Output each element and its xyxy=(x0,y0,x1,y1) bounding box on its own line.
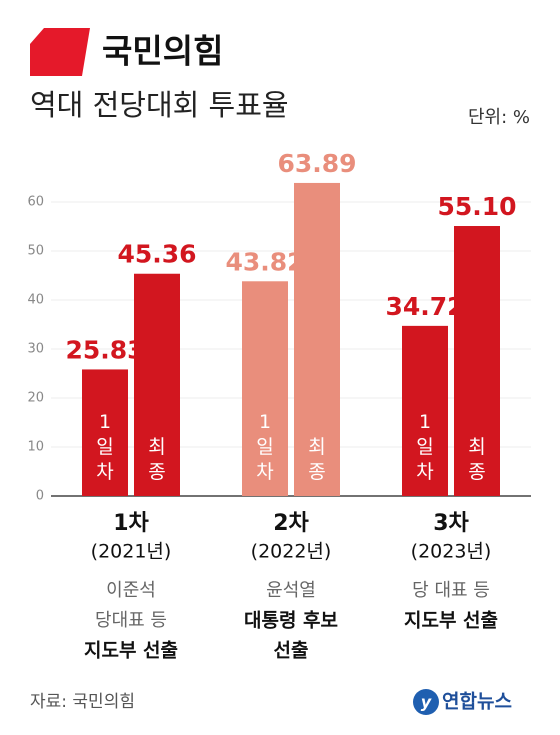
series-name-char: 최 xyxy=(148,436,165,458)
note-bold: 대통령 후보 xyxy=(244,610,338,632)
bar xyxy=(134,273,180,496)
series-name-char: 1 xyxy=(419,411,431,433)
series-name-char: 최 xyxy=(468,436,485,458)
source: 자료: 국민의힘 xyxy=(30,692,135,712)
x-tick-label: 3차 xyxy=(433,511,469,536)
series-name-char: 1 xyxy=(99,411,111,433)
y-tick-label: 0 xyxy=(36,489,44,504)
note: 당대표 등 xyxy=(95,610,167,631)
x-tick-label: 2차 xyxy=(273,511,309,536)
note-bold: 선출 xyxy=(274,640,309,662)
y-tick-label: 60 xyxy=(27,195,44,210)
x-tick-sublabel: (2021년) xyxy=(91,541,172,563)
value-label: 63.89 xyxy=(277,149,356,178)
note-bold: 지도부 선출 xyxy=(404,610,498,632)
series-name-char: 차 xyxy=(416,461,433,483)
series-name-char: 종 xyxy=(148,461,165,483)
bar xyxy=(242,281,288,496)
chart-subtitle: 역대 전당대회 투표율 xyxy=(30,88,289,122)
x-tick-sublabel: (2022년) xyxy=(251,541,332,563)
x-tick-label: 1차 xyxy=(113,511,149,536)
series-name-char: 일 xyxy=(416,436,433,458)
chart-title: 국민의힘 xyxy=(102,32,223,71)
bar xyxy=(454,226,500,496)
note: 당 대표 등 xyxy=(412,580,490,601)
value-label: 55.10 xyxy=(437,192,516,221)
series-name-char: 차 xyxy=(256,461,273,483)
y-tick-label: 40 xyxy=(27,293,44,308)
value-label: 34.72 xyxy=(385,292,464,321)
bar xyxy=(82,369,128,496)
series-name-char: 차 xyxy=(96,461,113,483)
series-name-char: 종 xyxy=(308,461,325,483)
y-tick-label: 30 xyxy=(27,342,44,357)
series-name-char: 일 xyxy=(256,436,273,458)
y-tick-label: 50 xyxy=(27,244,44,259)
x-tick-sublabel: (2023년) xyxy=(411,541,492,563)
value-label: 25.83 xyxy=(65,335,144,364)
series-name-char: 1 xyxy=(259,411,271,433)
logo: 연합뉴스 xyxy=(442,691,512,713)
bar xyxy=(402,325,448,496)
bar xyxy=(294,182,340,496)
logo-icon xyxy=(413,689,439,715)
note-bold: 지도부 선출 xyxy=(84,640,178,662)
series-name-char: 종 xyxy=(468,461,485,483)
value-label: 43.82 xyxy=(225,247,304,276)
unit-label: 단위: % xyxy=(468,107,530,128)
series-name-char: 최 xyxy=(308,436,325,458)
series-name-char: 일 xyxy=(96,436,113,458)
title-icon xyxy=(30,28,90,76)
note: 이준석 xyxy=(106,580,156,601)
value-label: 45.36 xyxy=(117,240,196,269)
note: 윤석열 xyxy=(266,580,316,601)
logo-icon-mark: y xyxy=(421,693,432,712)
y-tick-label: 20 xyxy=(27,391,44,406)
y-tick-label: 10 xyxy=(27,440,44,455)
